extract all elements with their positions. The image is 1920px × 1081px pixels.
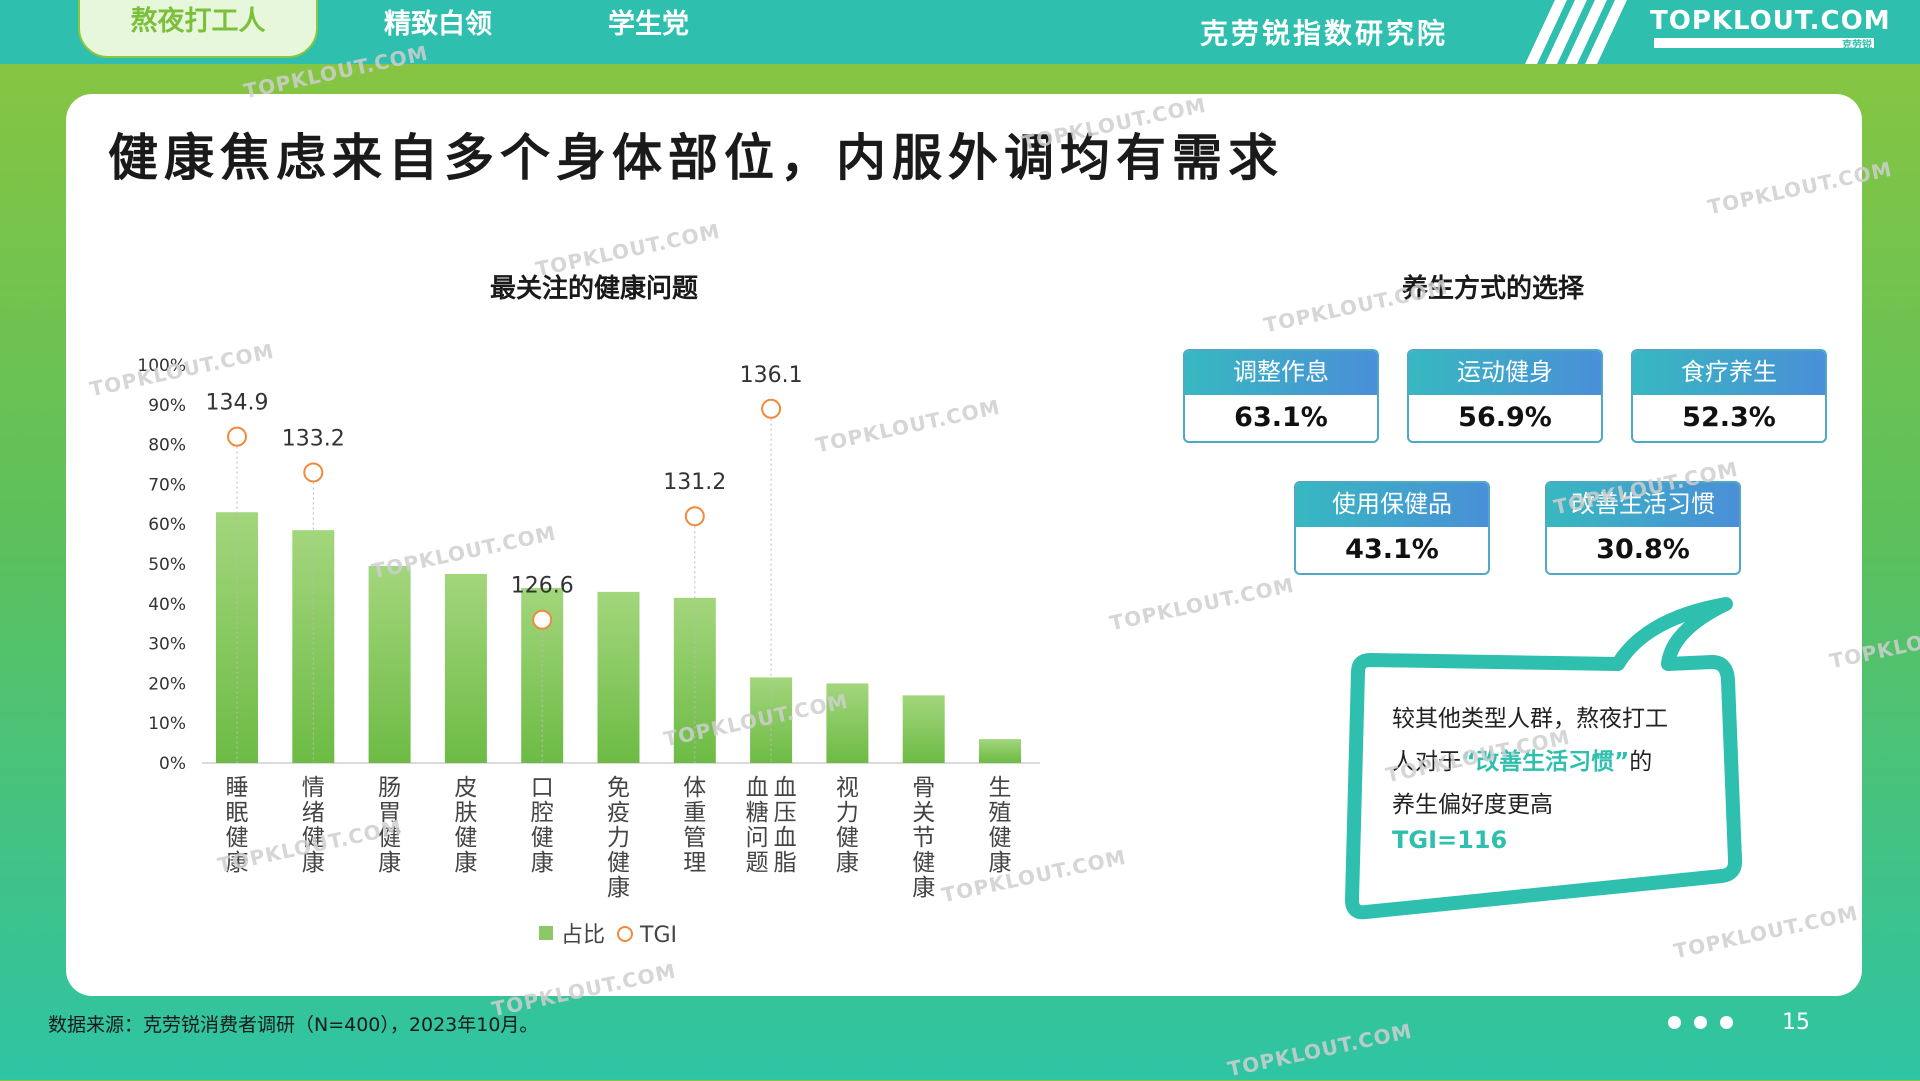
callout-line: 人对于“改善生活习惯”的 [1392,741,1702,784]
method-label: 调整作息 [1185,351,1377,395]
left-chart-title: 最关注的健康问题 [490,274,699,304]
method-value: 52.3% [1682,402,1776,433]
method-label: 使用保健品 [1296,483,1488,527]
method-label: 运动健身 [1409,351,1601,395]
method-label: 改善生活习惯 [1547,483,1739,527]
data-source: 数据来源：克劳锐消费者调研（N=400），2023年10月。 [48,1014,539,1036]
brand-logo-subline: 克劳锐 [1654,38,1874,51]
callout-line: 养生偏好度更高 [1392,792,1553,818]
page-title: 健康焦虑来自多个身体部位，内服外调均有需求 [108,129,1284,187]
page-number: 15 [1782,1010,1810,1035]
callout-text-part: 的 [1629,749,1653,775]
callout-text: 较其他类型人群，熬夜打工 人对于“改善生活习惯”的 养生偏好度更高 [1392,698,1702,827]
page-dot[interactable] [1668,1016,1681,1029]
page-dot[interactable] [1694,1016,1707,1029]
method-card: 食疗养生 52.3% [1631,349,1827,443]
right-section-title: 养生方式的选择 [1402,274,1585,304]
watermark: TOPKLOUT.COM [1225,1018,1415,1081]
method-card: 运动健身 56.9% [1407,349,1603,443]
tab-white-collar[interactable]: 精致白领 [384,9,492,40]
method-value: 30.8% [1596,534,1690,565]
method-label: 食疗养生 [1633,351,1825,395]
tab-student[interactable]: 学生党 [608,9,689,40]
tab-night-worker[interactable]: 熬夜打工人 [78,0,318,58]
callout-text-part: 人对于 [1392,749,1461,775]
brand-logo: TOPKLOUT.COM [1650,6,1891,36]
page-dot[interactable] [1720,1016,1733,1029]
brand-logo-subtext: 克劳锐 [1842,40,1872,51]
method-value: 63.1% [1234,402,1328,433]
method-value: 56.9% [1458,402,1552,433]
method-card: 使用保健品 43.1% [1294,481,1490,575]
callout-line: 较其他类型人群，熬夜打工 [1392,706,1668,732]
callout-tgi: TGI=116 [1392,826,1508,854]
org-name: 克劳锐指数研究院 [1200,17,1449,50]
method-value: 43.1% [1345,534,1439,565]
method-card: 改善生活习惯 30.8% [1545,481,1741,575]
method-card: 调整作息 63.1% [1183,349,1379,443]
callout-highlight: “改善生活习惯” [1461,749,1630,775]
